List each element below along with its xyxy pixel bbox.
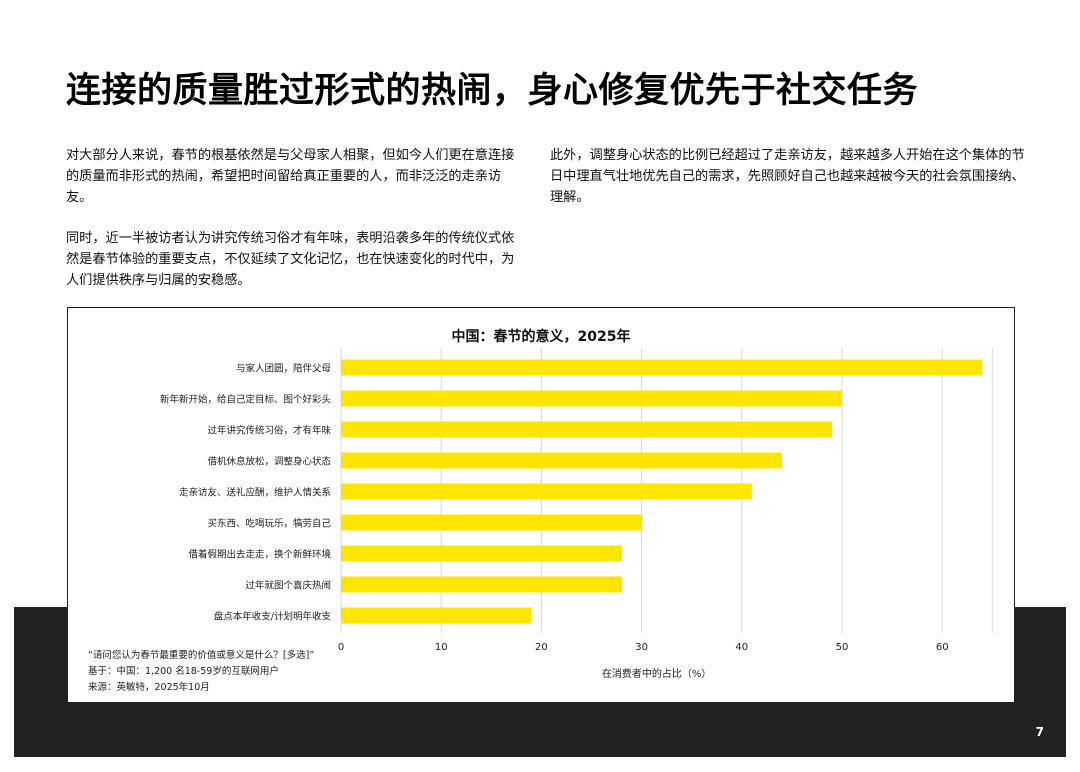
bar-5 — [341, 514, 642, 531]
x-tick-label-5: 50 — [836, 642, 849, 653]
category-label-2: 过年讲究传统习俗，才有年味 — [207, 425, 331, 437]
x-axis-label: 在消费者中的占比（%） — [602, 667, 712, 680]
x-tick-label-4: 40 — [735, 642, 748, 653]
category-label-3: 借机休息放松，调整身心状态 — [207, 456, 331, 468]
category-label-0: 与家人团圆，陪伴父母 — [236, 363, 331, 375]
left-paragraph-1: 对大部分人来说，春节的根基依然是与父母家人相聚，但如今人们更在意连接的质量而非形… — [66, 148, 515, 205]
bar-8 — [341, 607, 532, 624]
category-label-6: 借着假期出去走走，换个新鲜环境 — [188, 549, 331, 561]
bar-2 — [341, 421, 832, 438]
category-label-1: 新年新开始，给自己定目标、图个好彩头 — [160, 394, 331, 406]
x-tick-label-6: 60 — [936, 642, 949, 653]
x-tick-label-1: 10 — [435, 642, 448, 653]
category-label-5: 买东西、吃喝玩乐，犒劳自己 — [207, 518, 331, 530]
page-headline: 连接的质量胜过形式的热闹，身心修复优先于社交任务 — [66, 71, 919, 111]
footnote-question: “请问您认为春节最重要的价值或意义是什么？[多选]” — [88, 650, 315, 661]
bar-6 — [341, 545, 622, 562]
chart-footnotes: “请问您认为春节最重要的价值或意义是什么？[多选]” 基于：中国：1,200 名… — [88, 648, 314, 696]
chart-card: 中国：春节的意义，2025年 0 10 20 30 40 50 60 与家人团圆，陪伴父母新年… — [67, 307, 1015, 703]
x-tick-label-0: 0 — [338, 642, 344, 653]
footnote-source: 来源：英敏特，2025年10月 — [88, 682, 210, 693]
x-tick-label-2: 20 — [535, 642, 548, 653]
bar-7 — [341, 576, 622, 593]
category-label-7: 过年就图个喜庆热闹 — [245, 580, 331, 592]
chart-title: 中国：春节的意义，2025年 — [451, 329, 631, 345]
bar-4 — [341, 483, 752, 500]
bar-chart-svg: 0 10 20 30 40 50 60 与家人团圆，陪伴父母新年新开始，给自己定目标、图个好彩… — [160, 348, 993, 680]
bar-3 — [341, 452, 782, 469]
left-paragraph-2: 同时，近一半被访者认为讲究传统习俗才有年味，表明沿袭多年的传统仪式依然是春节体验… — [66, 231, 515, 288]
footnote-base: 基于：中国：1,200 名18-59岁的互联网用户 — [88, 666, 279, 677]
category-label-8: 盘点本年收支/计划明年收支 — [214, 611, 332, 623]
bar-1 — [341, 390, 842, 407]
x-tick-label-3: 30 — [635, 642, 648, 653]
category-label-4: 走亲访友、送礼应酬，维护人情关系 — [179, 487, 331, 499]
left-text-column: 对大部分人来说，春节的根基依然是与父母家人相聚，但如今人们更在意连接的质量而非形… — [66, 145, 521, 311]
page-number: 7 — [1035, 725, 1044, 739]
right-text-column: 此外，调整身心状态的比例已经超过了走亲访友，越来越多人开始在这个集体的节日中理直… — [550, 145, 1025, 228]
bar-0 — [341, 359, 983, 376]
right-paragraph-1: 此外，调整身心状态的比例已经超过了走亲访友，越来越多人开始在这个集体的节日中理直… — [550, 148, 1025, 205]
